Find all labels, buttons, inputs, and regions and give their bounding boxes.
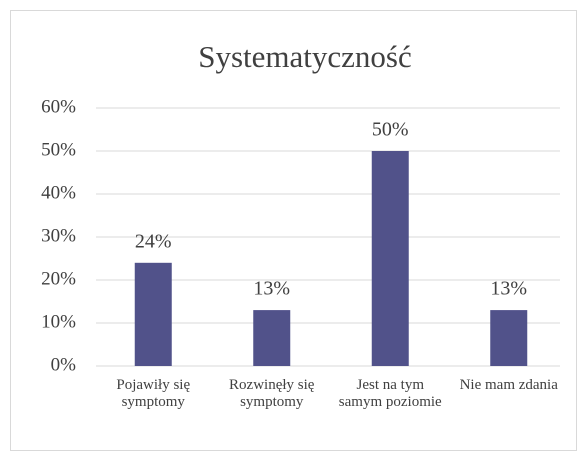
y-tick-label: 60% [41,96,76,117]
x-tick-label: Pojawiły się symptomy [116,377,191,410]
x-tick-label: Jest na tym samym poziomie [338,377,442,410]
chart-title: Systematyczność [198,39,412,74]
data-label: 24% [135,230,172,252]
bar [134,262,172,366]
x-tick-label: Nie mam zdania [459,377,558,393]
bar [490,310,528,366]
x-tick-label: Rozwinęły się symptomy [229,377,315,410]
y-tick-label: 40% [41,182,76,203]
y-tick-label: 20% [41,268,76,289]
data-label: 13% [253,278,290,300]
bar [253,310,291,366]
data-label: 50% [372,119,409,141]
chart-border [10,10,577,451]
y-tick-label: 10% [41,311,76,332]
data-label: 13% [490,278,527,300]
y-tick-label: 30% [41,225,76,246]
y-tick-label: 0% [51,354,77,375]
y-tick-label: 50% [41,139,76,160]
bar [371,151,409,366]
